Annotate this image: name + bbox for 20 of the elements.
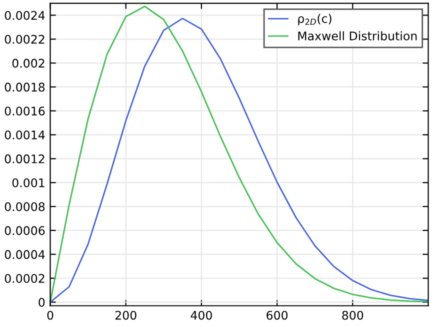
y-tick-label: 0.0012 — [4, 154, 44, 164]
legend-label: Maxwell Distribution — [298, 31, 417, 40]
y-tick-label: 0.0016 — [4, 106, 45, 116]
y-tick-label: 0.0008 — [4, 202, 45, 212]
y-tick-label: 0.0004 — [4, 250, 45, 259]
y-tick-label: 0 — [38, 298, 45, 307]
x-tick-label: 400 — [190, 310, 212, 320]
y-tick-label: 0.0002 — [4, 274, 44, 283]
y-tick-label: 0.0006 — [4, 226, 45, 236]
y-tick-label: 0.001 — [12, 178, 44, 188]
x-tick-label: 800 — [342, 310, 364, 320]
y-tick-label: 0.0018 — [4, 82, 45, 92]
y-tick-label: 0.0024 — [4, 10, 45, 20]
y-tick-label: 0.002 — [12, 58, 44, 68]
x-tick-label: 600 — [266, 310, 288, 320]
x-tick-label: 0 — [47, 310, 54, 320]
y-tick-label: 0.0014 — [4, 130, 45, 140]
x-tick-label: 200 — [115, 310, 136, 320]
y-tick-label: 0.0022 — [4, 34, 44, 44]
legend-label: ρ$_{2D}$(c) — [298, 14, 332, 26]
